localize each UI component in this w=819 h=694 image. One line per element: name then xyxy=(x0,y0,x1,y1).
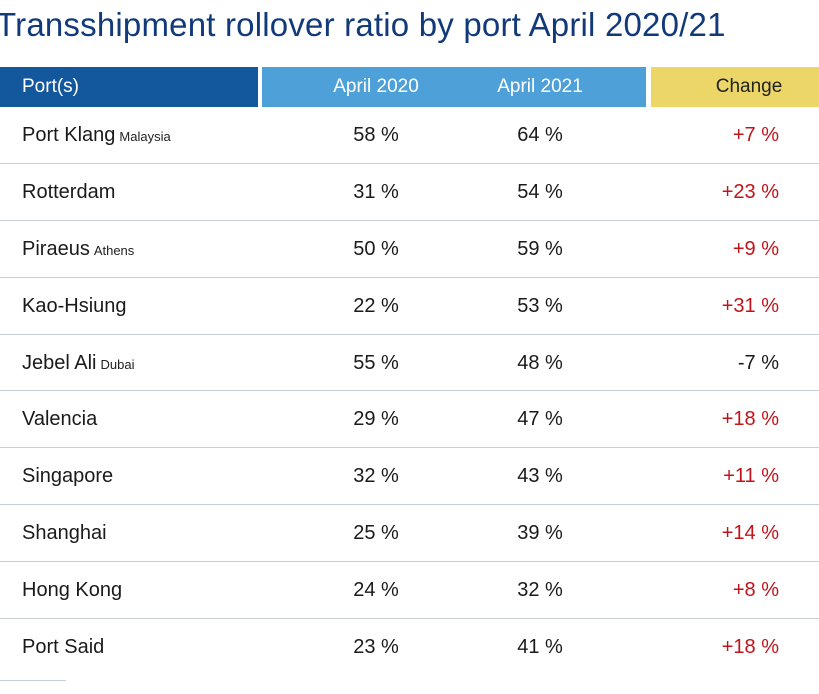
cell-port: Piraeus Athens xyxy=(22,221,134,277)
cell-change: +8 % xyxy=(732,579,779,602)
cell-april-2020: 25 % xyxy=(353,522,399,545)
table-row: Singapore 32 % 43 % +11 % xyxy=(0,448,819,506)
table-row: Rotterdam 31 % 54 % +23 % xyxy=(0,164,819,221)
footer-divider xyxy=(0,680,66,681)
cell-change: +7 % xyxy=(732,124,779,146)
cell-april-2020: 22 % xyxy=(353,294,399,317)
cell-port: Rotterdam xyxy=(22,164,115,220)
cell-april-2020: 55 % xyxy=(353,351,399,374)
cell-port: Shanghai xyxy=(22,505,107,561)
cell-april-2021: 64 % xyxy=(517,124,563,146)
port-name: Hong Kong xyxy=(22,579,123,602)
table-row: Port Klang Malaysia 58 % 64 % +7 % xyxy=(0,107,819,164)
header-april-2020: April 2020 xyxy=(333,76,419,97)
cell-april-2021: 39 % xyxy=(517,522,563,545)
port-location: Athens xyxy=(93,242,135,258)
cell-change: -7 % xyxy=(737,351,779,374)
cell-port: Hong Kong xyxy=(22,562,122,618)
port-location: Dubai xyxy=(100,356,135,372)
port-name: Singapore xyxy=(22,465,114,488)
port-name: Shanghai xyxy=(22,522,107,545)
table-row: Valencia 29 % 47 % +18 % xyxy=(0,391,819,449)
cell-april-2021: 48 % xyxy=(517,351,563,374)
cell-april-2021: 43 % xyxy=(517,465,563,488)
port-name: Rotterdam xyxy=(22,180,116,203)
cell-change: +18 % xyxy=(721,408,779,431)
cell-port: Singapore xyxy=(22,448,113,504)
table-row: Hong Kong 24 % 32 % +8 % xyxy=(0,562,819,620)
cell-april-2021: 32 % xyxy=(517,579,563,602)
port-name: Port Said xyxy=(22,636,105,659)
cell-april-2021: 53 % xyxy=(517,294,563,317)
header-change: Change xyxy=(651,67,819,107)
header-port: Port(s) xyxy=(0,67,258,107)
cell-change: +18 % xyxy=(721,636,779,659)
table-row: Jebel Ali Dubai 55 % 48 % -7 % xyxy=(0,335,819,392)
cell-change: +11 % xyxy=(723,465,779,488)
table-row: Shanghai 25 % 39 % +14 % xyxy=(0,505,819,563)
table-row: Piraeus Athens 50 % 59 % +9 % xyxy=(0,221,819,278)
cell-april-2020: 58 % xyxy=(353,124,399,146)
port-name: Port Klang xyxy=(22,124,116,146)
cell-april-2020: 23 % xyxy=(353,636,399,659)
port-name: Jebel Ali xyxy=(22,351,97,374)
table-title: Transshipment rollover ratio by port Apr… xyxy=(0,6,726,43)
table-header: Port(s) April 2020 April 2021 Change xyxy=(0,67,819,107)
port-name: Kao-Hsiung xyxy=(22,294,127,317)
header-april-2021: April 2021 xyxy=(497,76,583,97)
cell-change: +23 % xyxy=(721,180,779,203)
cell-april-2020: 24 % xyxy=(353,579,399,602)
cell-april-2021: 54 % xyxy=(517,180,563,203)
cell-april-2021: 59 % xyxy=(517,237,563,260)
cell-port: Kao-Hsiung xyxy=(22,278,127,334)
table-body: Port Klang Malaysia 58 % 64 % +7 % Rotterdam 3… xyxy=(0,107,819,676)
cell-april-2020: 29 % xyxy=(353,408,399,431)
header-years-band xyxy=(262,67,646,107)
port-name: Valencia xyxy=(22,408,98,431)
table-row: Port Said 23 % 41 % +18 % xyxy=(0,619,819,676)
cell-april-2020: 32 % xyxy=(353,465,399,488)
cell-april-2021: 41 % xyxy=(517,636,563,659)
cell-port: Port Klang Malaysia xyxy=(22,107,171,163)
cell-change: +14 % xyxy=(721,522,779,545)
cell-port: Port Said xyxy=(22,619,104,675)
table-row: Kao-Hsiung 22 % 53 % +31 % xyxy=(0,278,819,335)
port-location: Malaysia xyxy=(119,129,171,144)
cell-april-2021: 47 % xyxy=(517,408,563,431)
port-name: Piraeus xyxy=(22,237,90,260)
cell-change: +31 % xyxy=(721,294,779,317)
cell-port: Jebel Ali Dubai xyxy=(22,335,134,391)
cell-april-2020: 50 % xyxy=(353,237,399,260)
cell-change: +9 % xyxy=(732,237,779,260)
cell-port: Valencia xyxy=(22,391,97,447)
cell-april-2020: 31 % xyxy=(353,180,399,203)
